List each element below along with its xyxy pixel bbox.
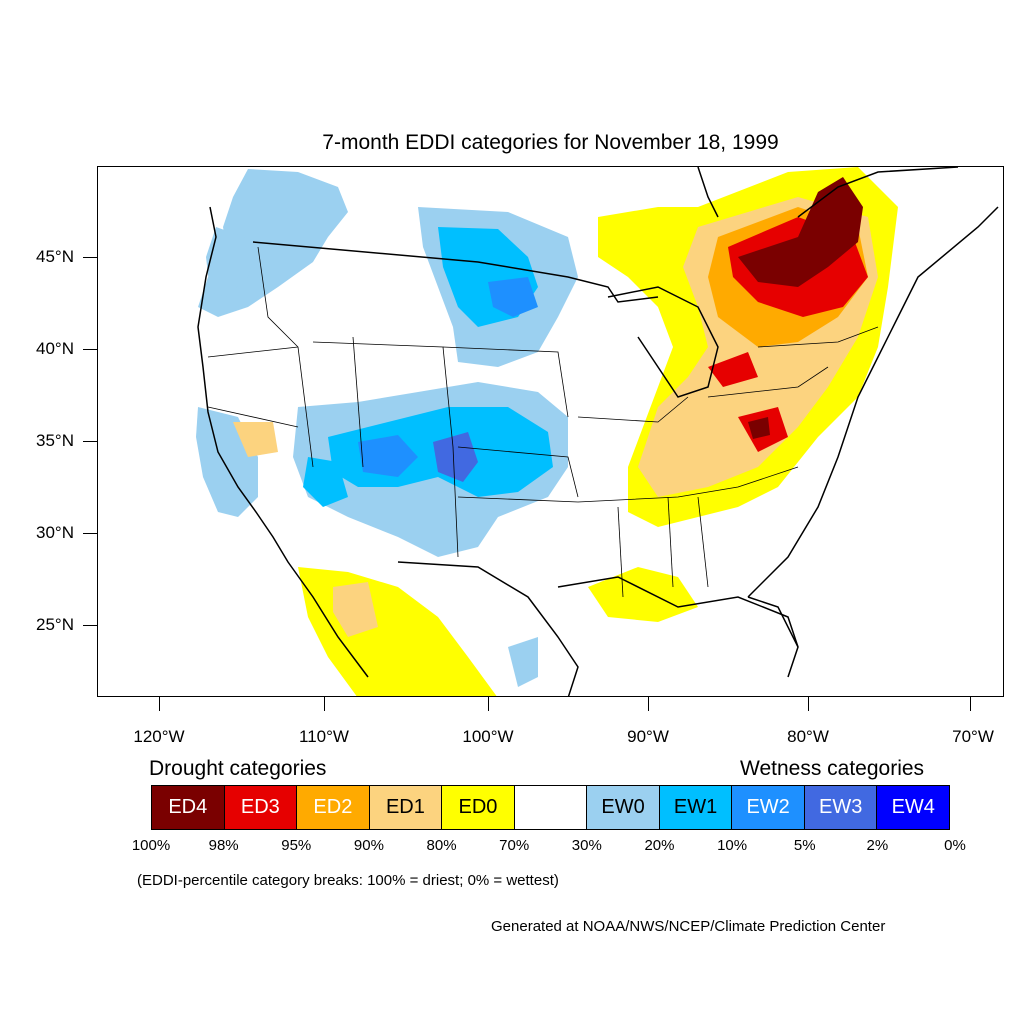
legend-cell-ew3: EW3 <box>804 786 878 829</box>
legend-cell-ew0: EW0 <box>587 786 660 829</box>
lon-tick <box>648 697 649 711</box>
region-southeast-ed0 <box>588 567 698 622</box>
lon-label-70w: 70°W <box>952 727 994 746</box>
florida-line <box>747 596 799 678</box>
state-line <box>442 346 569 418</box>
state-line <box>207 406 299 428</box>
st-lawrence-line <box>797 167 959 218</box>
state-line <box>577 396 689 423</box>
canada-border-line <box>252 241 659 303</box>
legend-cell-ed2: ED2 <box>297 786 370 829</box>
category-note: (EDDI-percentile category breaks: 100% =… <box>137 872 559 889</box>
legend-cell-ed3: ED3 <box>224 786 298 829</box>
lon-tick <box>488 697 489 711</box>
wetness-regions <box>196 169 578 687</box>
percentile-break-label: 5% <box>793 837 816 854</box>
coastlines <box>197 167 999 696</box>
lon-tick <box>159 697 160 711</box>
lon-label-90w: 90°W <box>627 727 669 746</box>
state-line <box>312 341 459 558</box>
region-west-ew1 <box>303 457 348 507</box>
legend-cell-ed1: ED1 <box>369 786 443 829</box>
percentile-break-label: 10% <box>717 837 748 854</box>
percentile-break-label: 30% <box>571 837 602 854</box>
state-line <box>697 496 709 588</box>
lon-tick <box>808 697 809 711</box>
lat-tick <box>83 533 97 534</box>
state-line <box>617 506 624 598</box>
hudson-bay-line <box>697 167 719 218</box>
lon-label-110w: 110°W <box>299 727 349 746</box>
lon-label-100w: 100°W <box>462 727 514 746</box>
eddi-map <box>196 167 999 696</box>
legend-cell-ed0: ED0 <box>442 786 515 829</box>
legend-cell-ew1: EW1 <box>659 786 733 829</box>
percentile-break-label: 98% <box>208 837 239 854</box>
credit-line: Generated at NOAA/NWS/NCEP/Climate Predi… <box>491 918 886 935</box>
state-line <box>207 346 299 358</box>
wetness-heading: Wetness categories <box>740 757 925 780</box>
percentile-break-label: 90% <box>353 837 384 854</box>
percentile-break-label: 70% <box>499 837 530 854</box>
legend-cell-ew4: EW4 <box>877 786 950 829</box>
percentile-break-label: 95% <box>281 837 312 854</box>
region-east-ed4 <box>738 177 863 287</box>
drought-heading: Drought categories <box>149 757 327 780</box>
lat-label-25n: 25°N <box>36 615 74 634</box>
west-coast-line <box>197 206 369 678</box>
percentile-break-label: 100% <box>131 837 171 854</box>
gulf-coast-line <box>397 561 579 696</box>
legend-cell-ew2: EW2 <box>732 786 805 829</box>
map-panel <box>97 166 1004 697</box>
state-line <box>667 496 674 588</box>
legend-cell-none <box>514 786 588 829</box>
lat-tick <box>83 625 97 626</box>
gulf-north-line <box>557 576 799 648</box>
lat-label-45n: 45°N <box>36 247 74 266</box>
state-line <box>457 446 579 498</box>
region-central-ew3 <box>433 432 478 482</box>
state-line <box>757 326 879 348</box>
lon-label-80w: 80°W <box>787 727 829 746</box>
region-central-ew2 <box>358 435 418 477</box>
region-great-lakes-ed3 <box>708 352 758 387</box>
state-line <box>707 366 829 398</box>
region-north-plains-ew2 <box>488 277 538 317</box>
state-borders <box>207 246 879 598</box>
lon-tick <box>970 697 971 711</box>
map-title: 7-month EDDI categories for November 18,… <box>322 131 779 154</box>
region-northwest-coast-ew0 <box>206 227 258 297</box>
region-mexico-ed1 <box>333 582 378 637</box>
percentile-break-label: 20% <box>644 837 675 854</box>
legend-cell-ed4: ED4 <box>152 786 225 829</box>
state-line <box>577 466 799 503</box>
state-line <box>457 496 579 503</box>
region-southwest-ed1 <box>233 422 278 457</box>
percentile-break-label: 0% <box>944 837 966 854</box>
state-line <box>257 246 314 468</box>
lat-label-35n: 35°N <box>36 431 74 450</box>
state-line <box>352 336 364 468</box>
lat-label-40n: 40°N <box>36 339 74 358</box>
lat-label-30n: 30°N <box>36 523 74 542</box>
lat-tick <box>83 441 97 442</box>
lon-tick <box>324 697 325 711</box>
region-appalachia-ed4 <box>748 417 770 439</box>
region-mexico-ed0 <box>298 567 497 696</box>
category-legend: ED4 ED3 ED2 ED1 ED0 EW0 EW1 EW2 EW3 EW4 <box>151 785 950 830</box>
lon-label-120w: 120°W <box>133 727 185 746</box>
region-gulf-ew0 <box>508 637 538 687</box>
great-lakes-line <box>607 286 719 398</box>
percentile-break-label: 2% <box>866 837 889 854</box>
percentile-break-label: 80% <box>426 837 457 854</box>
lat-tick <box>83 257 97 258</box>
lat-tick <box>83 349 97 350</box>
east-coast-line <box>747 206 999 598</box>
